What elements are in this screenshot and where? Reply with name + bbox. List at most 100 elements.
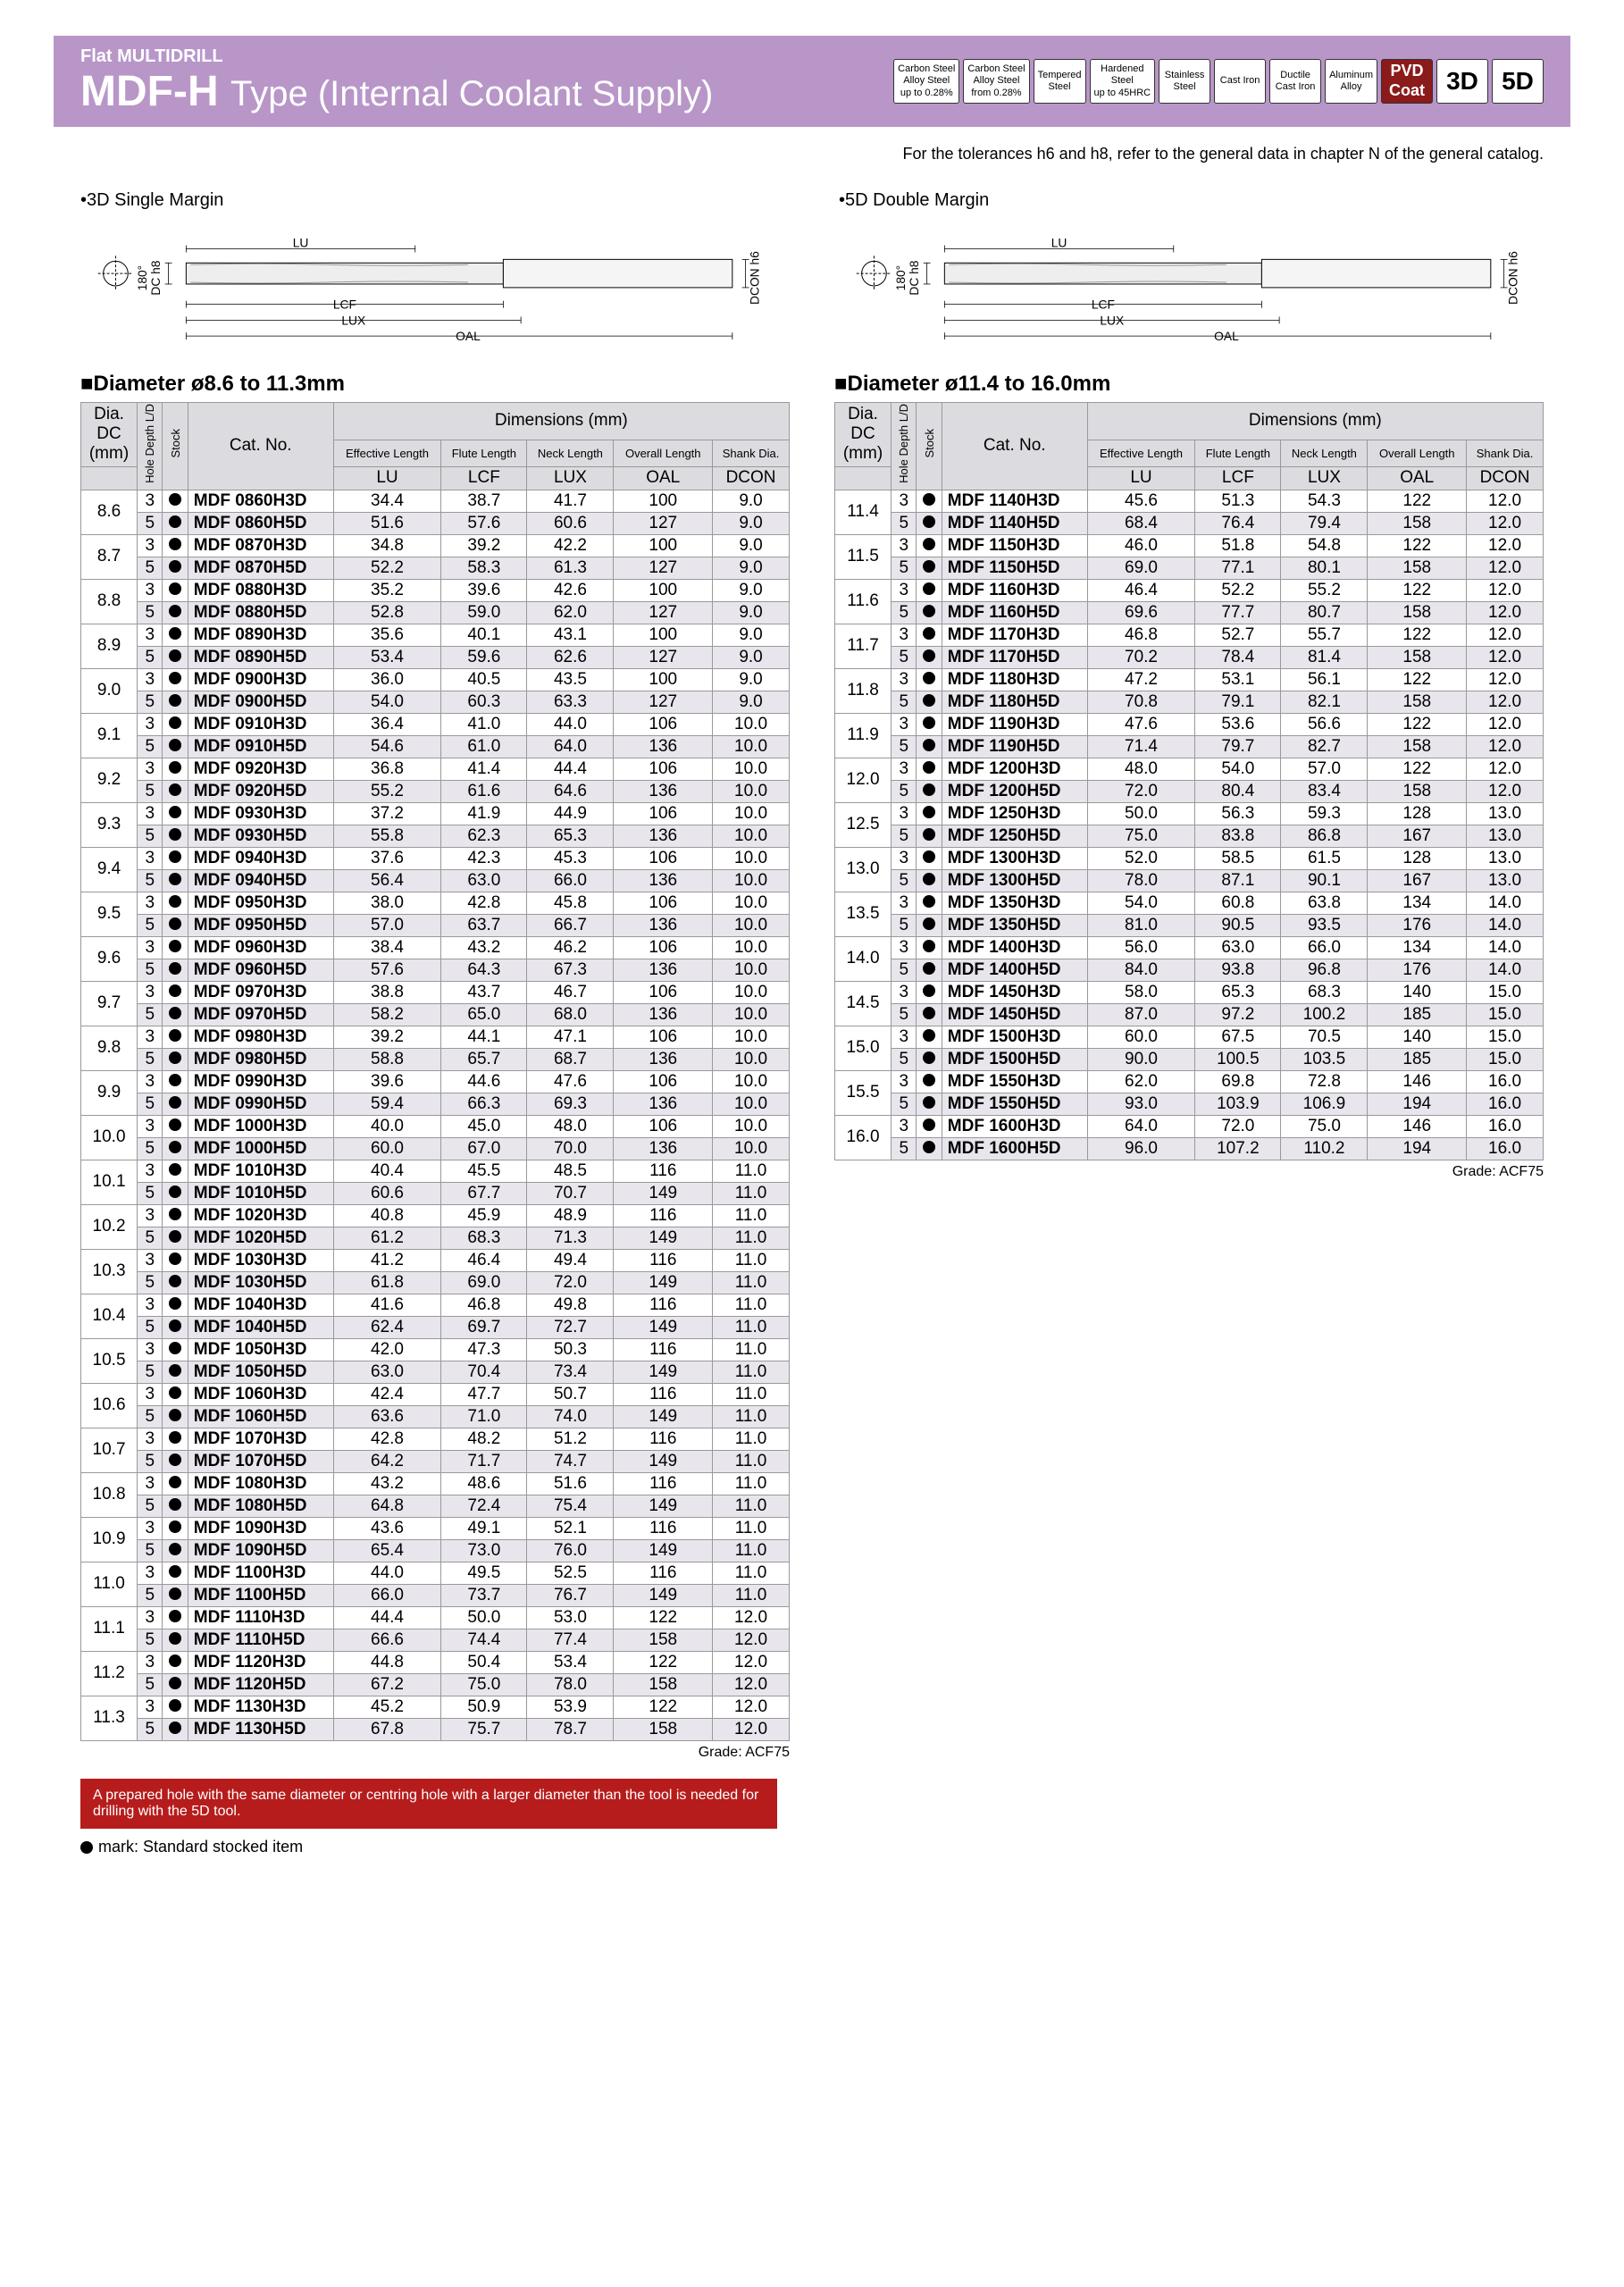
warning: A prepared hole with the same diameter o… (80, 1779, 777, 1829)
table-row: 8.83MDF 0880H3D35.239.642.61009.0 (81, 579, 790, 601)
left-title: ■Diameter ø8.6 to 11.3mm (80, 372, 790, 397)
left-grade: Grade: ACF75 (80, 1745, 790, 1761)
table-row: 10.33MDF 1030H3D41.246.449.411611.0 (81, 1249, 790, 1271)
table-row: 10.23MDF 1020H3D40.845.948.911611.0 (81, 1204, 790, 1227)
table-row: 9.53MDF 0950H3D38.042.845.810610.0 (81, 892, 790, 914)
table-row: 9.73MDF 0970H3D38.843.746.710610.0 (81, 981, 790, 1003)
table-row: 5MDF 1080H5D64.872.475.414911.0 (81, 1495, 790, 1517)
right-table: Dia.DC(mm) Hole Depth L/D Stock Cat. No.… (834, 402, 1544, 1160)
subtitle: Flat MULTIDRILL (80, 46, 713, 67)
svg-text:180°: 180° (894, 265, 908, 291)
table-row: 5MDF 1090H5D65.473.076.014911.0 (81, 1539, 790, 1562)
table-row: 5MDF 0920H5D55.261.664.613610.0 (81, 780, 790, 802)
table-row: 8.93MDF 0890H3D35.640.143.11009.0 (81, 624, 790, 646)
table-row: 9.03MDF 0900H3D36.040.543.51009.0 (81, 668, 790, 691)
table-row: 11.23MDF 1120H3D44.850.453.412212.0 (81, 1651, 790, 1673)
table-row: 5MDF 1300H5D78.087.190.116713.0 (835, 869, 1544, 892)
title: MDF-H Type (Internal Coolant Supply) (80, 67, 713, 116)
table-row: 10.73MDF 1070H3D42.848.251.211611.0 (81, 1428, 790, 1450)
table-row: 5MDF 1190H5D71.479.782.715812.0 (835, 735, 1544, 758)
table-row: 5MDF 1450H5D87.097.2100.218515.0 (835, 1003, 1544, 1026)
table-row: 11.93MDF 1190H3D47.653.656.612212.0 (835, 713, 1544, 735)
table-row: 5MDF 0930H5D55.862.365.313610.0 (81, 825, 790, 847)
material-badge: StainlessSteel (1159, 59, 1210, 103)
table-row: 5MDF 1060H5D63.671.074.014911.0 (81, 1405, 790, 1428)
table-row: 11.33MDF 1130H3D45.250.953.912212.0 (81, 1696, 790, 1718)
table-row: 9.83MDF 0980H3D39.244.147.110610.0 (81, 1026, 790, 1048)
svg-text:LUX: LUX (1100, 314, 1124, 327)
table-row: 9.13MDF 0910H3D36.441.044.010610.0 (81, 713, 790, 735)
table-row: 5MDF 1350H5D81.090.593.517614.0 (835, 914, 1544, 936)
table-row: 5MDF 1500H5D90.0100.5103.518515.0 (835, 1048, 1544, 1070)
table-row: 9.93MDF 0990H3D39.644.647.610610.0 (81, 1070, 790, 1093)
table-row: 9.23MDF 0920H3D36.841.444.410610.0 (81, 758, 790, 780)
table-row: 5MDF 1200H5D72.080.483.415812.0 (835, 780, 1544, 802)
svg-text:LUX: LUX (341, 314, 365, 327)
table-row: 8.73MDF 0870H3D34.839.242.21009.0 (81, 534, 790, 557)
table-row: 5MDF 0950H5D57.063.766.713610.0 (81, 914, 790, 936)
table-row: 12.53MDF 1250H3D50.056.359.312813.0 (835, 802, 1544, 825)
table-row: 5MDF 1000H5D60.067.070.013610.0 (81, 1137, 790, 1160)
footnote: mark: Standard stocked item (80, 1838, 1544, 1856)
svg-text:OAL: OAL (1214, 330, 1239, 343)
title-type: Type (230, 74, 308, 113)
left-table: Dia.DC(mm) Hole Depth L/D Stock Cat. No.… (80, 402, 790, 1741)
table-row: 5MDF 1180H5D70.879.182.115812.0 (835, 691, 1544, 713)
table-row: 11.03MDF 1100H3D44.049.552.511611.0 (81, 1562, 790, 1584)
material-badge: AluminumAlloy (1325, 59, 1377, 103)
table-row: 13.53MDF 1350H3D54.060.863.813414.0 (835, 892, 1544, 914)
table-row: 10.03MDF 1000H3D40.045.048.010610.0 (81, 1115, 790, 1137)
table-row: 16.03MDF 1600H3D64.072.075.014616.0 (835, 1115, 1544, 1137)
svg-text:DC h8: DC h8 (908, 260, 921, 295)
table-row: 5MDF 1150H5D69.077.180.115812.0 (835, 557, 1544, 579)
material-badge: Carbon SteelAlloy Steelfrom 0.28% (963, 59, 1029, 103)
table-row: 14.03MDF 1400H3D56.063.066.013414.0 (835, 936, 1544, 959)
table-row: 5MDF 0960H5D57.664.367.313610.0 (81, 959, 790, 981)
table-row: 11.43MDF 1140H3D45.651.354.312212.0 (835, 490, 1544, 512)
table-row: 9.63MDF 0960H3D38.443.246.210610.0 (81, 936, 790, 959)
material-badge: 5D (1492, 59, 1544, 103)
svg-text:DC h8: DC h8 (149, 260, 163, 295)
right-title: ■Diameter ø11.4 to 16.0mm (834, 372, 1544, 397)
table-row: 5MDF 0860H5D51.657.660.61279.0 (81, 512, 790, 534)
header: Flat MULTIDRILL MDF-H Type (Internal Coo… (54, 36, 1570, 127)
table-row: 11.83MDF 1180H3D47.253.156.112212.0 (835, 668, 1544, 691)
right-grade: Grade: ACF75 (834, 1164, 1544, 1180)
diagrams: •3D Single Margin DC h8 180° DCON h6 LU … (54, 190, 1570, 372)
diagram-3d-label: •3D Single Margin (80, 190, 785, 211)
table-row: 5MDF 1140H5D68.476.479.415812.0 (835, 512, 1544, 534)
table-row: 5MDF 0940H5D56.463.066.013610.0 (81, 869, 790, 892)
material-badge: TemperedSteel (1034, 59, 1086, 103)
table-row: 11.73MDF 1170H3D46.852.755.712212.0 (835, 624, 1544, 646)
material-badge: 3D (1436, 59, 1488, 103)
table-row: 5MDF 1030H5D61.869.072.014911.0 (81, 1271, 790, 1294)
svg-text:LCF: LCF (333, 298, 356, 312)
table-row: 5MDF 1120H5D67.275.078.015812.0 (81, 1673, 790, 1696)
svg-text:LCF: LCF (1092, 298, 1115, 312)
material-badge: DuctileCast Iron (1269, 59, 1321, 103)
table-row: 5MDF 1070H5D64.271.774.714911.0 (81, 1450, 790, 1472)
table-row: 5MDF 1600H5D96.0107.2110.219416.0 (835, 1137, 1544, 1160)
table-row: 10.83MDF 1080H3D43.248.651.611611.0 (81, 1472, 790, 1495)
tolerance-note: For the tolerances h6 and h8, refer to t… (80, 145, 1544, 163)
material-badge: Cast Iron (1214, 59, 1266, 103)
diagram-3d: DC h8 180° DCON h6 LU LCF LUX OAL (80, 220, 785, 345)
table-row: 11.63MDF 1160H3D46.452.255.212212.0 (835, 579, 1544, 601)
table-row: 9.33MDF 0930H3D37.241.944.910610.0 (81, 802, 790, 825)
table-row: 5MDF 0900H5D54.060.363.31279.0 (81, 691, 790, 713)
table-row: 9.43MDF 0940H3D37.642.345.310610.0 (81, 847, 790, 869)
table-row: 5MDF 0910H5D54.661.064.013610.0 (81, 735, 790, 758)
table-row: 14.53MDF 1450H3D58.065.368.314015.0 (835, 981, 1544, 1003)
table-row: 5MDF 1020H5D61.268.371.314911.0 (81, 1227, 790, 1249)
material-badge: PVDCoat (1381, 59, 1433, 103)
table-row: 5MDF 1010H5D60.667.770.714911.0 (81, 1182, 790, 1204)
dot-icon (80, 1841, 93, 1854)
badges: Carbon SteelAlloy Steelup to 0.28%Carbon… (893, 59, 1544, 103)
table-row: 5MDF 1170H5D70.278.481.415812.0 (835, 646, 1544, 668)
title-sub: (Internal Coolant Supply) (318, 74, 713, 113)
table-row: 5MDF 1110H5D66.674.477.415812.0 (81, 1629, 790, 1651)
table-row: 10.63MDF 1060H3D42.447.750.711611.0 (81, 1383, 790, 1405)
table-row: 10.43MDF 1040H3D41.646.849.811611.0 (81, 1294, 790, 1316)
table-row: 5MDF 0990H5D59.466.369.313610.0 (81, 1093, 790, 1115)
material-badge: HardenedSteelup to 45HRC (1090, 59, 1156, 103)
